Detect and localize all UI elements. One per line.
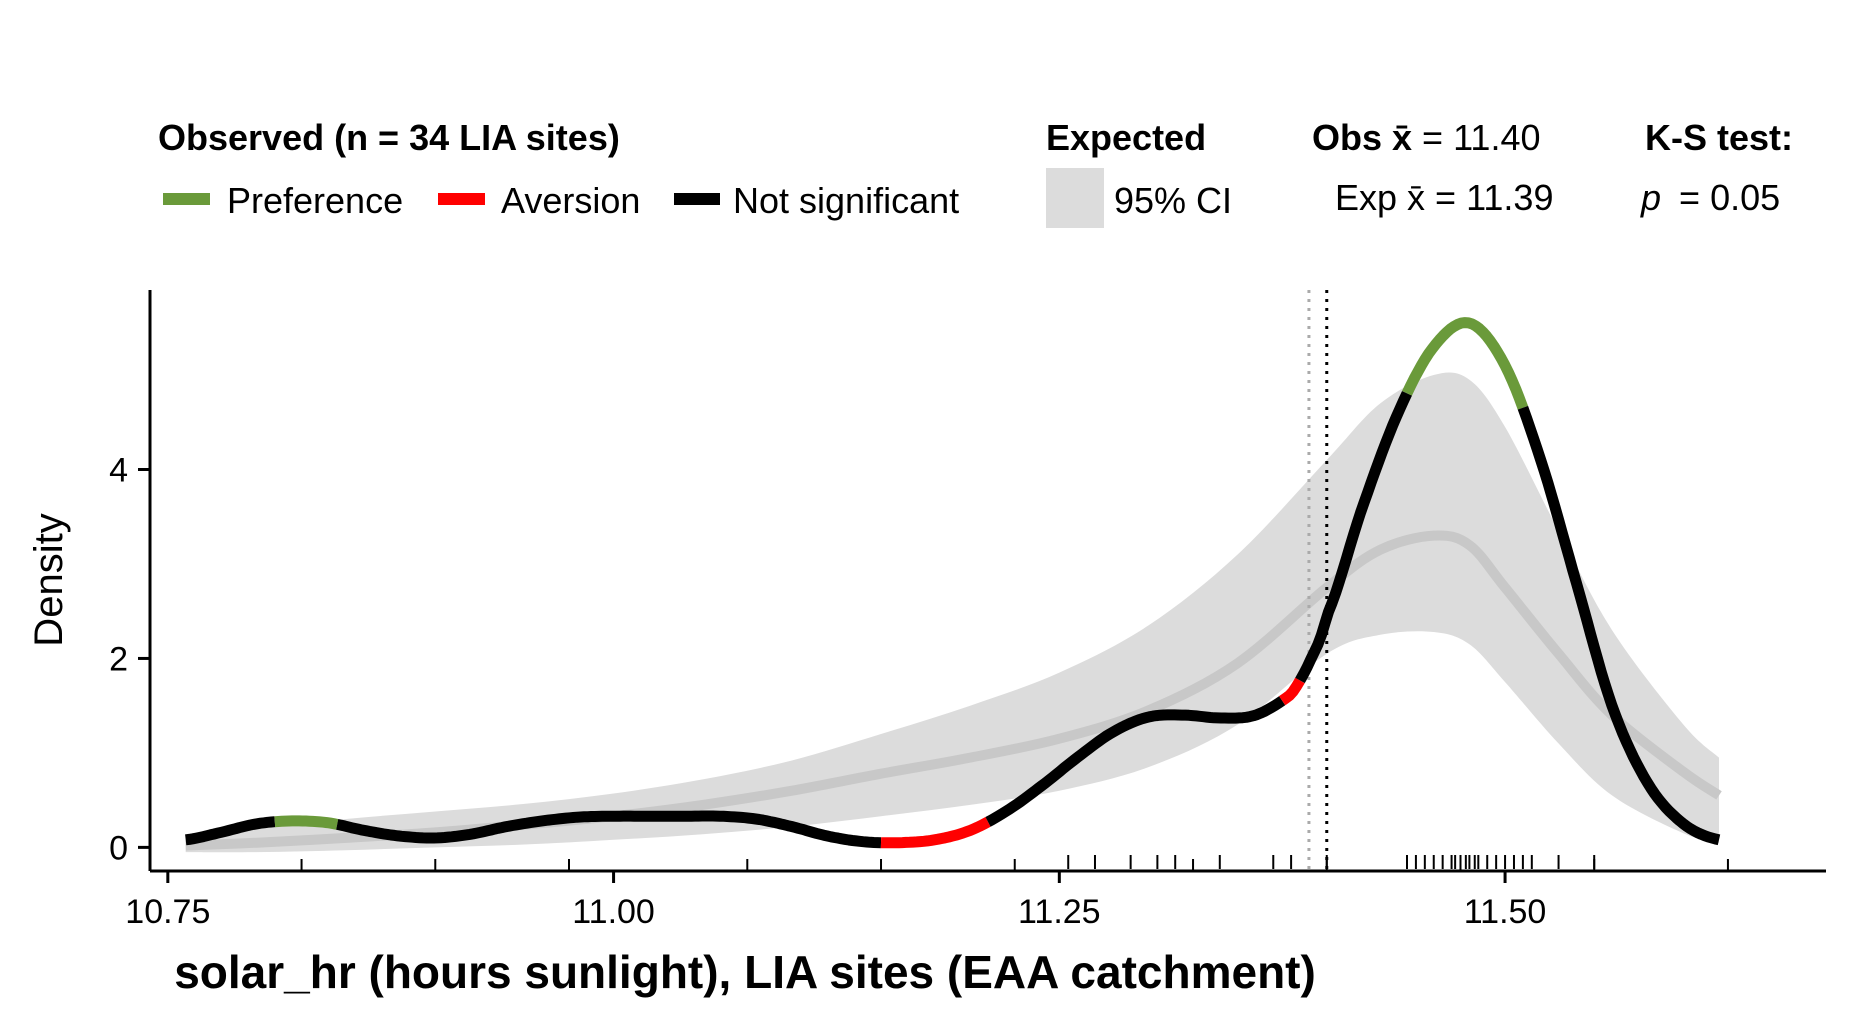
legend-not-significant-label: Not significant (733, 180, 959, 221)
obs-mean-value: = 11.40 (1422, 117, 1540, 158)
y-tick-label: 2 (109, 640, 128, 678)
observed-segment-aversion (1279, 677, 1305, 706)
x-tick-label: 11.25 (1018, 893, 1101, 931)
observed-segment-not-significant (335, 810, 883, 849)
x-axis-title: solar_hr (hours sunlight), LIA sites (EA… (174, 946, 1316, 998)
legend-obs-mean: Obs x̄ = 11.40 (1312, 117, 1541, 158)
rug-marks (1067, 855, 1596, 869)
y-tick-label: 4 (109, 451, 128, 489)
legend-exp-mean: Exp x̄ = 11.39 (1335, 177, 1553, 218)
ks-p-symbol: p (1640, 177, 1661, 218)
observed-segment-not-significant (985, 696, 1286, 827)
legend-preference-label: Preference (227, 180, 403, 221)
plot-area (183, 290, 1722, 871)
observed-segment-aversion (879, 817, 991, 849)
observed-density-curve (183, 317, 1721, 849)
legend-ks-p: p = 0.05 (1640, 177, 1780, 218)
obs-mean-symbol: Obs x̄ (1312, 117, 1412, 158)
legend-aversion-label: Aversion (501, 180, 640, 221)
observed-segment-not-significant (1295, 390, 1412, 684)
axes: 10.75 11.00 11.25 11.50 0 2 4 solar_hr (hours… (27, 290, 1826, 998)
y-axis-title: Density (27, 513, 71, 646)
legend-ci-swatch (1046, 168, 1104, 228)
observed-segment-not-significant (183, 816, 277, 846)
observed-segment-preference (272, 815, 340, 830)
x-tick-label: 11.50 (1464, 893, 1547, 931)
legend-ks-title: K-S test: (1645, 117, 1793, 158)
y-axis-ticks: 0 2 4 (109, 451, 150, 867)
x-axis-ticks: 10.75 11.00 11.25 11.50 (125, 859, 1729, 931)
observed-segment-preference (1402, 317, 1529, 410)
expected-ci-band (185, 372, 1720, 853)
x-tick-label: 11.00 (572, 893, 655, 931)
y-tick-label: 0 (109, 829, 128, 867)
legend-ci-label: 95% CI (1114, 180, 1232, 221)
legend-observed-title: Observed (n = 34 LIA sites) (158, 117, 620, 158)
legend-expected-title: Expected (1046, 117, 1206, 158)
observed-segment-not-significant (1517, 405, 1721, 846)
legend: Observed (n = 34 LIA sites) Preference A… (158, 117, 1793, 228)
x-tick-label: 10.75 (125, 893, 210, 931)
ks-p-value: = 0.05 (1679, 177, 1780, 218)
